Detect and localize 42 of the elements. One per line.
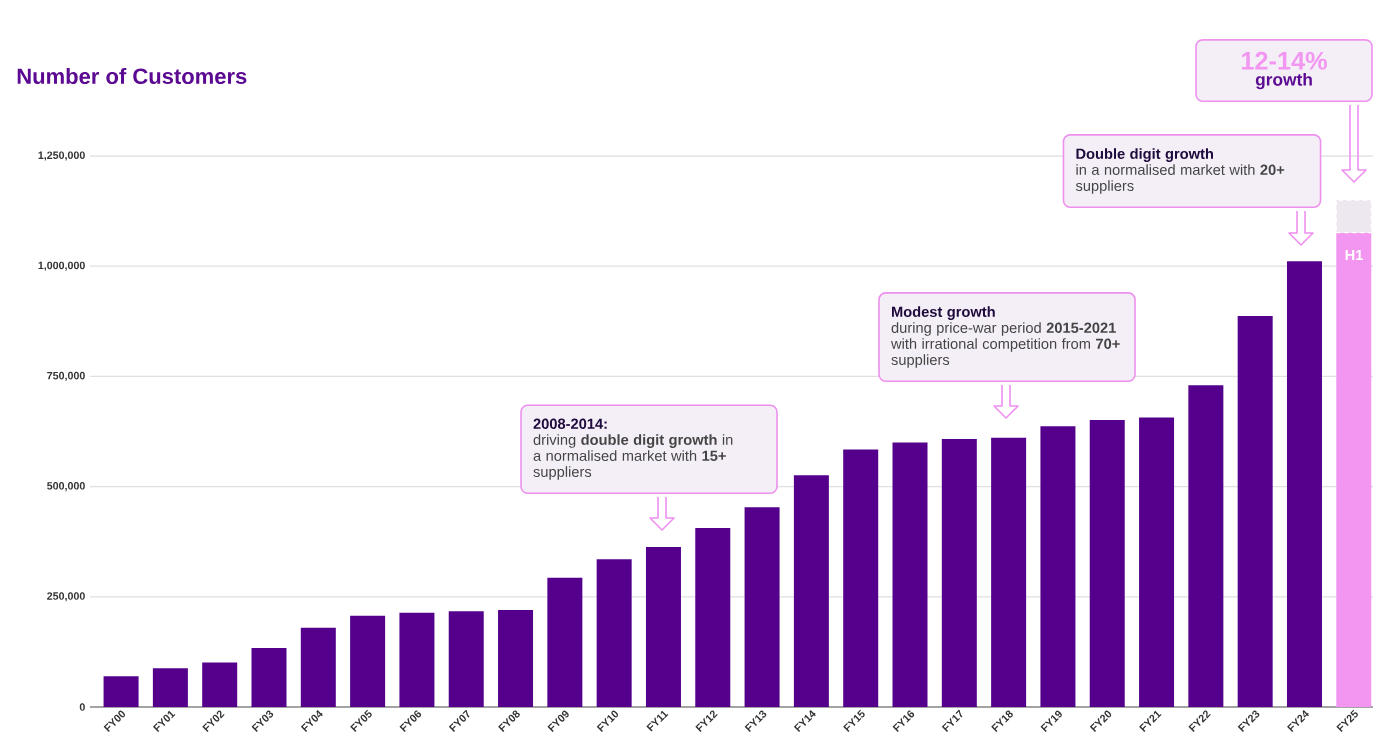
text: during price-war period 2015-2021 with irrational competition from 70+ suppliers [890, 322, 1120, 368]
y-tick-label: 1,000,000 [38, 261, 85, 271]
bar [941, 438, 977, 707]
bar [1336, 232, 1372, 707]
bar [843, 449, 879, 707]
y-tick-label: 500,000 [47, 482, 85, 492]
bar [251, 647, 287, 707]
y-tick-label: 250,000 [47, 592, 85, 602]
bar [1286, 261, 1322, 707]
bar [1040, 426, 1076, 707]
bar [991, 437, 1027, 707]
bar [350, 615, 386, 707]
annotation: Double digit growth [1076, 148, 1213, 162]
bar [793, 475, 829, 707]
chart-title: Number of Customers [17, 67, 247, 85]
text: in a normalised market with 20+ suppliers [1075, 164, 1285, 194]
y-tick-label: 1,250,000 [38, 151, 85, 161]
bar [892, 442, 928, 707]
bar [1237, 316, 1273, 707]
annotation: H1 [1345, 249, 1363, 261]
bar [202, 662, 238, 707]
bar [399, 612, 435, 707]
bar [695, 528, 731, 707]
bar [596, 559, 632, 707]
bar [645, 546, 681, 707]
annotation: 2008-2014: [533, 418, 607, 429]
bar [448, 611, 484, 707]
y-tick-label: 750,000 [47, 371, 85, 381]
text: growth [1255, 72, 1312, 90]
annotation: Modest growth [891, 306, 995, 320]
bar [1139, 417, 1175, 707]
bar [103, 676, 139, 707]
bar [1089, 420, 1125, 707]
bar [152, 668, 188, 707]
bar [300, 627, 336, 707]
y-tick-label: 0 [79, 703, 85, 711]
text: 12-14% [1241, 51, 1327, 70]
bar [547, 577, 583, 707]
text: driving double digit growth in a normalised market with 15+ suppliers [533, 434, 733, 480]
bar [498, 610, 534, 707]
bar [744, 507, 780, 707]
bar [1188, 385, 1224, 707]
